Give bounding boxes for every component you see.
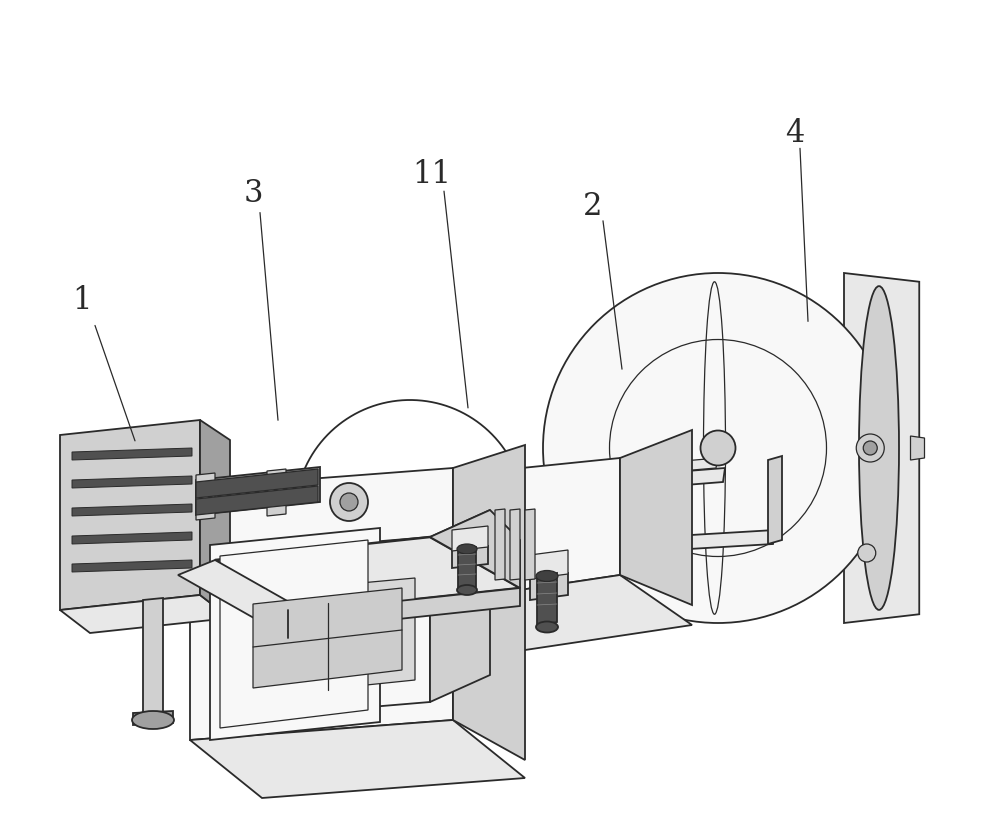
Polygon shape	[305, 588, 520, 629]
Polygon shape	[537, 573, 557, 626]
Polygon shape	[72, 448, 192, 460]
Circle shape	[543, 273, 893, 623]
Polygon shape	[143, 598, 163, 720]
Polygon shape	[768, 456, 782, 544]
Circle shape	[330, 483, 368, 521]
Polygon shape	[210, 528, 380, 740]
Polygon shape	[910, 436, 924, 460]
Circle shape	[700, 430, 736, 466]
Polygon shape	[452, 526, 488, 551]
Polygon shape	[200, 420, 230, 618]
Circle shape	[858, 544, 876, 562]
Polygon shape	[196, 473, 215, 520]
Polygon shape	[60, 595, 230, 633]
Polygon shape	[452, 546, 488, 568]
Ellipse shape	[536, 621, 558, 633]
Text: 11: 11	[413, 159, 452, 190]
Polygon shape	[196, 467, 320, 515]
Polygon shape	[72, 476, 192, 488]
Ellipse shape	[457, 544, 477, 554]
Ellipse shape	[536, 570, 558, 582]
Polygon shape	[196, 486, 318, 515]
Polygon shape	[72, 532, 192, 544]
Polygon shape	[453, 575, 692, 650]
Polygon shape	[240, 578, 415, 698]
Polygon shape	[370, 540, 490, 570]
Polygon shape	[844, 273, 919, 623]
Circle shape	[856, 434, 884, 462]
Polygon shape	[453, 458, 620, 600]
Ellipse shape	[132, 711, 174, 729]
Polygon shape	[530, 573, 568, 600]
Polygon shape	[430, 510, 490, 702]
Polygon shape	[495, 509, 505, 580]
Polygon shape	[220, 540, 368, 728]
Ellipse shape	[859, 286, 899, 610]
Polygon shape	[178, 560, 305, 626]
Polygon shape	[525, 509, 535, 580]
Polygon shape	[72, 504, 192, 516]
Polygon shape	[133, 711, 173, 725]
Polygon shape	[510, 509, 520, 580]
Text: 2: 2	[583, 190, 603, 222]
Polygon shape	[190, 468, 453, 740]
Text: 4: 4	[785, 118, 805, 149]
Polygon shape	[215, 537, 430, 720]
Polygon shape	[215, 537, 520, 611]
Polygon shape	[530, 550, 568, 579]
Polygon shape	[366, 492, 380, 568]
Polygon shape	[190, 720, 525, 798]
Ellipse shape	[704, 282, 726, 614]
Polygon shape	[72, 560, 192, 572]
Polygon shape	[253, 588, 402, 688]
Circle shape	[340, 493, 358, 511]
Polygon shape	[60, 420, 200, 610]
Ellipse shape	[457, 585, 477, 595]
Polygon shape	[343, 468, 725, 512]
Polygon shape	[453, 445, 525, 760]
Circle shape	[863, 441, 877, 455]
Polygon shape	[196, 469, 318, 498]
Polygon shape	[430, 510, 520, 588]
Polygon shape	[267, 469, 286, 516]
Polygon shape	[370, 530, 775, 568]
Text: 3: 3	[243, 178, 263, 209]
Text: 1: 1	[72, 285, 92, 316]
Polygon shape	[345, 458, 718, 500]
Polygon shape	[458, 547, 476, 590]
Polygon shape	[620, 430, 692, 605]
